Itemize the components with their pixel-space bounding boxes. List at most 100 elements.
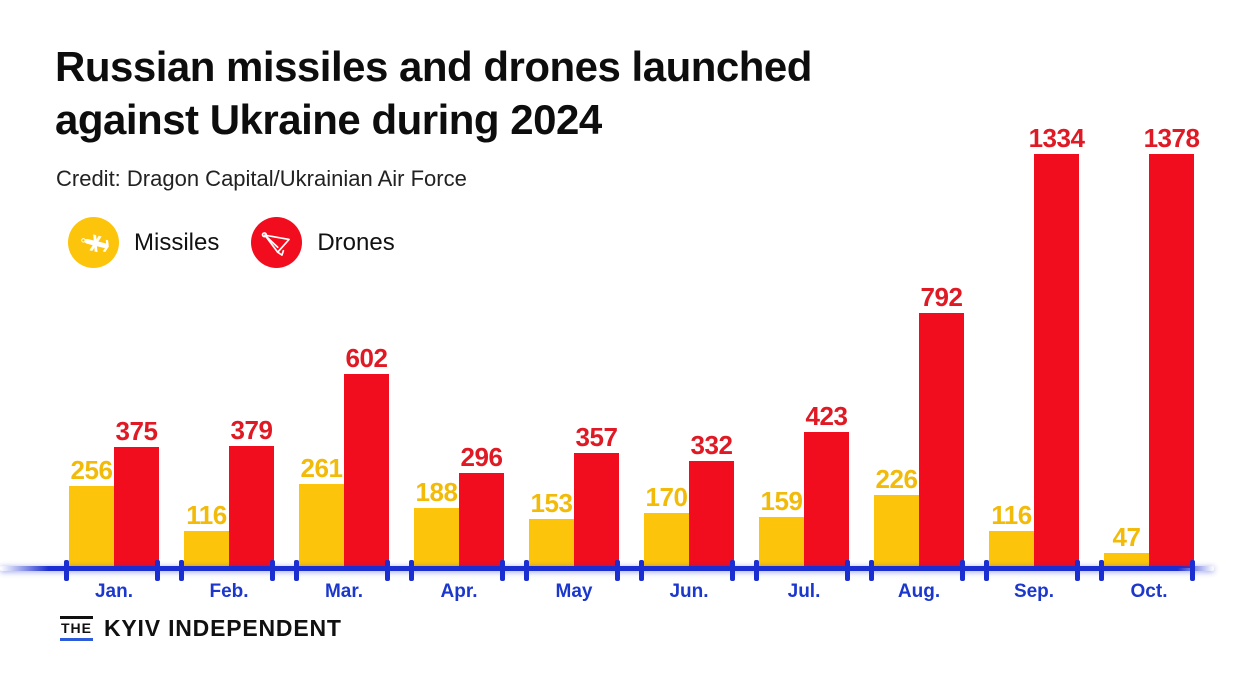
drones-value-label: 423 bbox=[805, 401, 848, 431]
drones-bar-column: 375 bbox=[114, 125, 159, 568]
axis-tick bbox=[500, 560, 505, 581]
missiles-bar-column: 261 bbox=[299, 125, 344, 568]
legend-item-drones: Drones bbox=[251, 217, 395, 268]
axis-tick bbox=[615, 560, 620, 581]
credit-line: Credit: Dragon Capital/Ukrainian Air For… bbox=[56, 166, 467, 191]
missiles-bar bbox=[874, 495, 919, 568]
drones-bar bbox=[919, 313, 964, 568]
missiles-bar-column: 116 bbox=[184, 125, 229, 568]
drones-bar-column: 1378 bbox=[1144, 125, 1200, 568]
axis-tick bbox=[179, 560, 184, 581]
missiles-value-label: 256 bbox=[70, 455, 113, 485]
kyiv-independent-logo: THE KYIV INDEPENDENT bbox=[60, 615, 342, 642]
missiles-value-label: 170 bbox=[645, 482, 688, 512]
bar-group-jan: 256 375 Jan. bbox=[64, 125, 160, 602]
missile-icon bbox=[68, 217, 119, 268]
missiles-bar bbox=[989, 531, 1034, 568]
missiles-bar bbox=[414, 508, 459, 568]
missiles-bar bbox=[1104, 553, 1149, 568]
drones-bar-column: 1334 bbox=[1029, 125, 1085, 568]
bar-group-oct: 47 1378 Oct. bbox=[1099, 125, 1200, 602]
missiles-value-label: 47 bbox=[1112, 522, 1141, 552]
missiles-value-label: 116 bbox=[186, 500, 227, 530]
missiles-bar-column: 256 bbox=[69, 125, 114, 568]
logo-the: THE bbox=[60, 615, 93, 642]
missiles-bar-column: 116 bbox=[989, 125, 1034, 568]
drones-value-label: 792 bbox=[920, 282, 963, 312]
axis-tick bbox=[294, 560, 299, 581]
drones-bar bbox=[344, 374, 389, 568]
bar-group-may: 153 357 May bbox=[524, 125, 620, 602]
legend: Missiles Drones bbox=[68, 217, 395, 268]
drones-bar bbox=[804, 432, 849, 568]
axis-tick bbox=[524, 560, 529, 581]
missiles-value-label: 159 bbox=[760, 486, 803, 516]
drones-value-label: 602 bbox=[345, 343, 388, 373]
drones-value-label: 357 bbox=[575, 422, 618, 452]
missiles-bar bbox=[299, 484, 344, 568]
drones-value-label: 296 bbox=[460, 442, 503, 472]
missiles-value-label: 116 bbox=[991, 500, 1032, 530]
axis-tick bbox=[960, 560, 965, 581]
drones-bar bbox=[1149, 154, 1194, 568]
month-label: Apr. bbox=[440, 581, 478, 602]
legend-label-missiles: Missiles bbox=[134, 228, 220, 256]
missiles-bar-column: 226 bbox=[874, 125, 919, 568]
missiles-bar bbox=[529, 519, 574, 568]
axis-tick bbox=[869, 560, 874, 581]
missiles-bar bbox=[759, 517, 804, 568]
month-label: Oct. bbox=[1130, 581, 1168, 602]
drones-bar bbox=[459, 473, 504, 568]
month-label: Feb. bbox=[209, 581, 249, 602]
axis-tick bbox=[1099, 560, 1104, 581]
axis-tick bbox=[1075, 560, 1080, 581]
title-line-2: against Ukraine during 2024 bbox=[55, 96, 602, 144]
axis-tick bbox=[845, 560, 850, 581]
missiles-bar bbox=[644, 513, 689, 568]
missiles-value-label: 226 bbox=[875, 464, 918, 494]
missiles-bar-column: 153 bbox=[529, 125, 574, 568]
drones-bar bbox=[229, 446, 274, 568]
legend-label-drones: Drones bbox=[317, 228, 395, 256]
drones-bar bbox=[574, 453, 619, 568]
axis-tick bbox=[639, 560, 644, 581]
bar-group-sep: 116 1334 Sep. bbox=[984, 125, 1085, 602]
axis-tick bbox=[1190, 560, 1195, 581]
month-label: Aug. bbox=[897, 581, 941, 602]
axis-tick bbox=[984, 560, 989, 581]
missiles-value-label: 188 bbox=[415, 477, 458, 507]
missiles-value-label: 153 bbox=[530, 488, 573, 518]
bar-group-feb: 116 379 Feb. bbox=[179, 125, 275, 602]
legend-item-missiles: Missiles bbox=[68, 217, 219, 268]
drones-bar-column: 379 bbox=[229, 125, 274, 568]
axis-tick bbox=[730, 560, 735, 581]
missiles-bar-column: 188 bbox=[414, 125, 459, 568]
drones-bar bbox=[114, 447, 159, 568]
bar-group-jul: 159 423 Jul. bbox=[754, 125, 850, 602]
missiles-bar-column: 47 bbox=[1104, 125, 1149, 568]
drones-bar bbox=[689, 461, 734, 568]
bar-group-aug: 226 792 Aug. bbox=[869, 125, 965, 602]
missiles-bar-column: 170 bbox=[644, 125, 689, 568]
drone-icon bbox=[251, 217, 303, 268]
axis-tick bbox=[270, 560, 275, 581]
chart-title: Russian missiles and drones launched aga… bbox=[55, 40, 812, 147]
missiles-bar bbox=[69, 486, 114, 568]
drones-value-label: 332 bbox=[690, 430, 733, 460]
axis-tick bbox=[64, 560, 69, 581]
axis-tick bbox=[754, 560, 759, 581]
drones-bar-column: 423 bbox=[804, 125, 849, 568]
month-label: Jun. bbox=[669, 581, 709, 602]
drones-value-label: 375 bbox=[115, 416, 158, 446]
missiles-value-label: 261 bbox=[300, 453, 343, 483]
missiles-bar-column: 159 bbox=[759, 125, 804, 568]
drones-bar-column: 332 bbox=[689, 125, 734, 568]
drones-bar-column: 357 bbox=[574, 125, 619, 568]
month-label: May bbox=[555, 581, 593, 602]
month-label: Sep. bbox=[1013, 581, 1055, 602]
drones-bar bbox=[1034, 154, 1079, 568]
axis-tick bbox=[409, 560, 414, 581]
missiles-bar bbox=[184, 531, 229, 568]
drones-value-label: 1378 bbox=[1143, 123, 1200, 153]
drones-bar-column: 792 bbox=[919, 125, 964, 568]
